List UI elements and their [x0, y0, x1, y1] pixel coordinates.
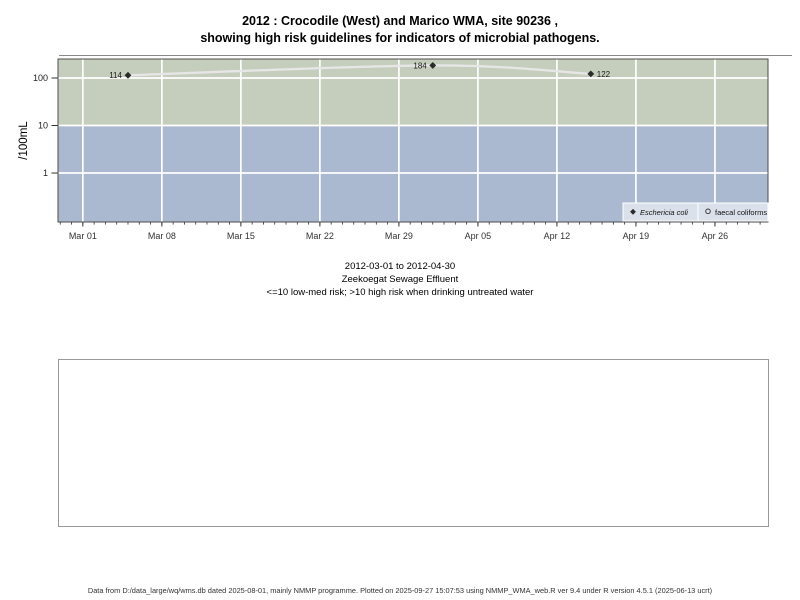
data-point-marker — [587, 70, 595, 78]
x-tick-label: Apr 05 — [465, 231, 492, 241]
y-tick-label: 10 — [38, 121, 48, 131]
x-tick-label: Mar 29 — [385, 231, 413, 241]
chart-title: 2012 : Crocodile (West) and Marico WMA, … — [0, 13, 800, 47]
chart-title-line2: showing high risk guidelines for indicat… — [200, 31, 600, 45]
chart-title-line1: 2012 : Crocodile (West) and Marico WMA, … — [242, 14, 558, 28]
x-tick-label: Apr 26 — [702, 231, 729, 241]
title-separator — [59, 55, 792, 56]
x-tick-label: Mar 22 — [306, 231, 334, 241]
panel-border — [57, 58, 769, 223]
data-point-marker — [124, 71, 132, 79]
caption-risk-note: <=10 low-med risk; >10 high risk when dr… — [266, 287, 534, 298]
legend-label: faecal coliforms — [715, 208, 767, 217]
caption-date-range: 2012-03-01 to 2012-04-30 — [344, 261, 456, 272]
legend-marker-filled-diamond-icon — [630, 208, 636, 215]
data-point-label: 184 — [413, 61, 427, 70]
x-tick-label: Mar 15 — [227, 231, 255, 241]
y-axis-title: /100mL — [18, 121, 30, 160]
data-point-marker — [429, 62, 437, 69]
data-point-label: 122 — [597, 70, 611, 79]
chart-plot: Mar 01 Mar 08 Mar 15 Mar 22 Mar 29 Apr 05 Apr … — [18, 58, 769, 241]
legend-box — [697, 202, 769, 222]
x-tick-label: Mar 01 — [69, 231, 97, 241]
y-tick-label: 100 — [33, 73, 48, 83]
empty-panel — [58, 359, 769, 527]
x-tick-label: Apr 19 — [623, 231, 650, 241]
x-tick-label: Mar 08 — [148, 231, 176, 241]
legend-label: Eschericia coli — [640, 208, 688, 217]
footer-provenance: Data from D:/data_large/wq/wms.db dated … — [87, 586, 713, 595]
x-tick-label: Apr 12 — [544, 231, 571, 241]
caption-site: Zeekoegat Sewage Effluent — [341, 274, 459, 285]
chart-captions: 2012-03-01 to 2012-04-30 Zeekoegat Sewag… — [0, 260, 800, 299]
legend-marker-open-circle-icon — [705, 208, 711, 215]
smooth-trend-line — [126, 64, 592, 77]
y-tick-label: 1 — [43, 168, 48, 178]
band-high-risk — [58, 59, 768, 126]
data-point-label: 114 — [109, 71, 122, 80]
